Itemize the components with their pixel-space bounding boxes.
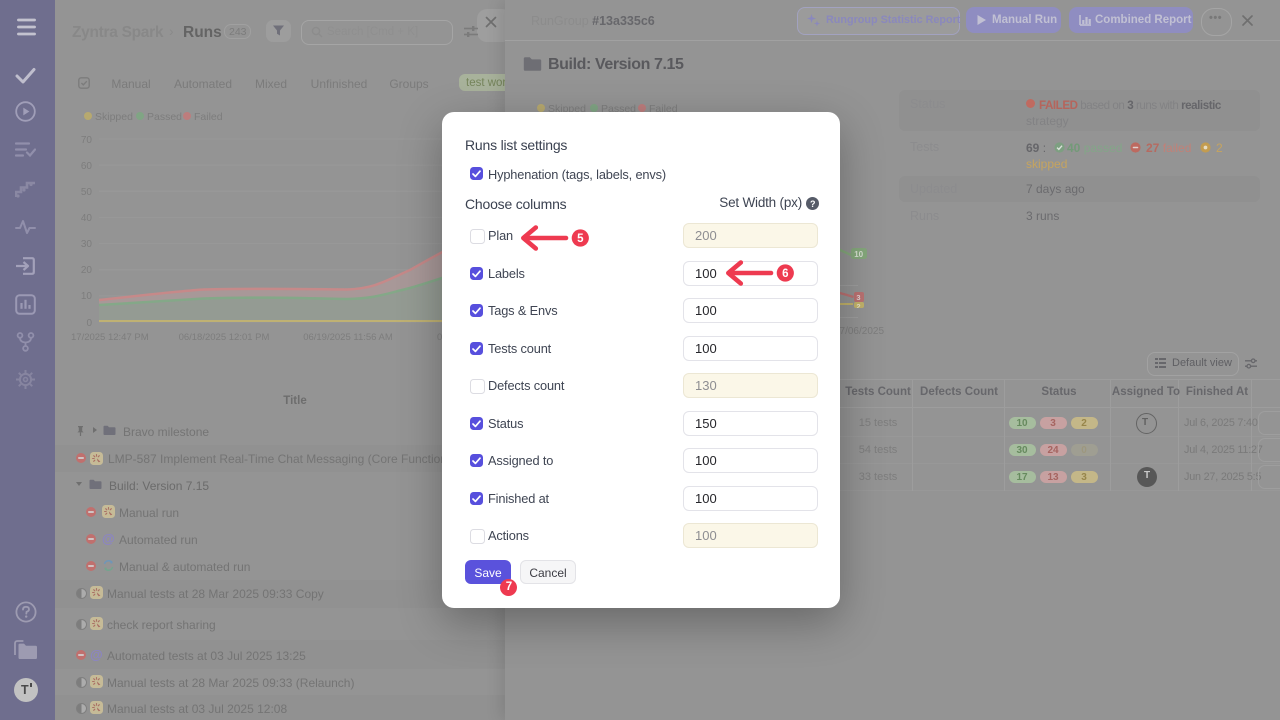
svg-text:30: 30 — [81, 239, 93, 250]
svg-text:0: 0 — [86, 318, 92, 329]
svg-text:40: 40 — [81, 213, 93, 224]
svg-text:6: 6 — [782, 268, 788, 280]
svg-text:5: 5 — [577, 233, 584, 245]
svg-text:70: 70 — [81, 135, 93, 146]
svg-text:60: 60 — [81, 161, 93, 172]
svg-text:10: 10 — [81, 291, 93, 302]
svg-text:50: 50 — [81, 187, 93, 198]
svg-text:20: 20 — [81, 265, 93, 276]
